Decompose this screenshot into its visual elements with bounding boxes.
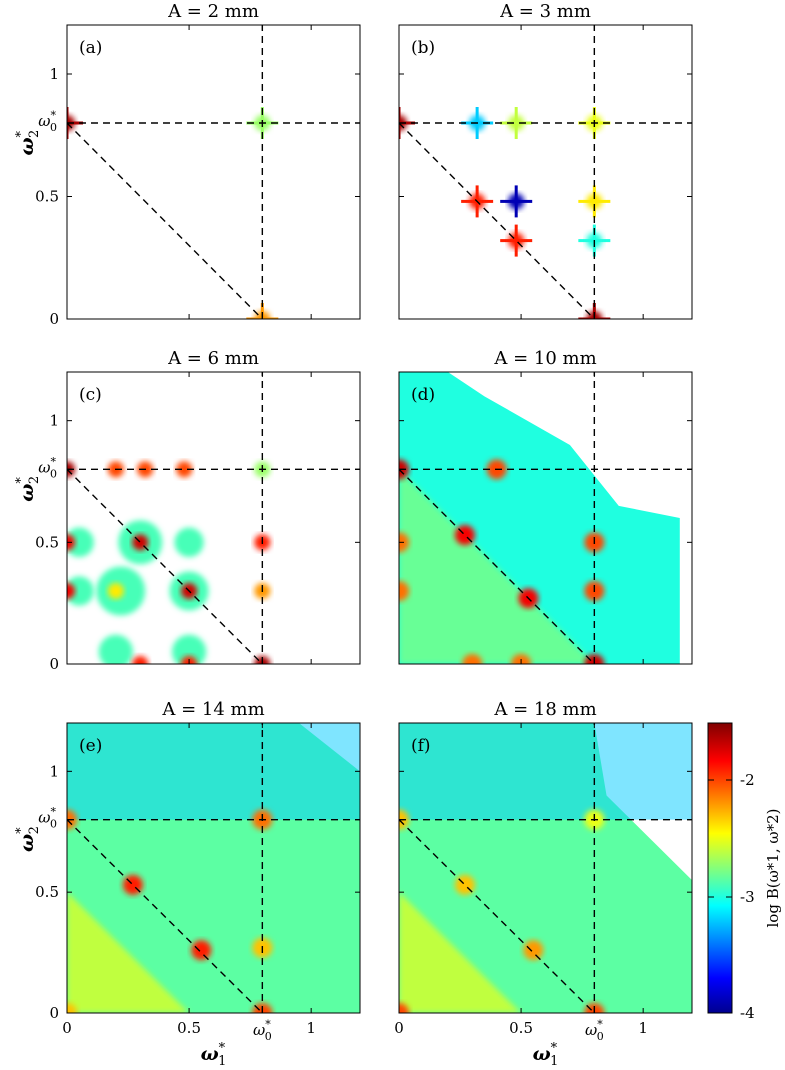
colorbar-gradient: [707, 722, 733, 1014]
x-tick-label: 1: [306, 1019, 316, 1037]
peak-mark: [399, 1003, 409, 1013]
x-tick-label: 0: [62, 1019, 72, 1037]
panel-title: A = 14 mm: [161, 699, 264, 720]
y-tick-label: 0.5: [35, 533, 59, 551]
field-region: [67, 576, 94, 606]
y-axis-label: ω*2: [14, 130, 42, 156]
x-tick-label: 1: [638, 1019, 648, 1037]
peak-mark: [176, 461, 193, 478]
field-region: [399, 892, 522, 1013]
field-region: [67, 892, 190, 1013]
panel-title: A = 10 mm: [493, 348, 596, 369]
axes-frame: [398, 371, 693, 665]
diagonal-line: [398, 468, 595, 665]
y-tick-label-omega0: ω* 0: [38, 806, 57, 831]
heatmap-panel: (b) A = 3 mm: [398, 1, 693, 320]
panel-title: A = 6 mm: [167, 348, 259, 369]
diagonal-line: [66, 122, 263, 320]
peak-mark: [508, 193, 525, 210]
y-axis-label: ω*2: [14, 826, 42, 852]
y-tick-label: 0.5: [35, 188, 59, 206]
heatmap-panel: 0 0.5 1 ω* 0ω*2 (c) A = 6 mm: [14, 348, 361, 673]
y-tick-label: 0: [49, 1004, 59, 1022]
peak-mark: [523, 940, 544, 961]
field-region: [67, 527, 94, 557]
panel-label: (d): [411, 385, 435, 405]
y-tick-label-omega0: ω* 0: [38, 455, 57, 480]
axes-frame: [66, 722, 361, 1014]
y-axis-label: ω*2: [14, 476, 42, 502]
panel-title: A = 2 mm: [167, 1, 259, 22]
heatmap-panel: 0 0.5 1 ω* 0ω*2 (a) A = 2 mm: [14, 1, 361, 328]
peak-mark: [508, 115, 525, 131]
panel-label: (c): [79, 385, 102, 405]
colorbar-tick: -4: [740, 1004, 755, 1022]
panel-title: A = 18 mm: [493, 699, 596, 720]
y-tick-label: 0: [49, 310, 59, 328]
colorbar-label: log B(ω*1, ω*2): [764, 808, 782, 927]
diagonal-line: [398, 819, 595, 1014]
diagonal-line: [66, 468, 263, 665]
peak-mark: [107, 583, 124, 599]
colorbar-tick: -3: [740, 888, 755, 906]
heatmap-panel: (d) A = 10 mm: [398, 348, 693, 665]
y-tick-label: 0: [49, 655, 59, 673]
heatmap-panel: 00.51ω* 0ω*20 0.5 1ω* 0ω* 1(e)A = 14 mm: [14, 699, 361, 1069]
axes-frame: [66, 371, 361, 665]
peak-mark: [67, 583, 75, 599]
field-region: [171, 634, 207, 664]
y-tick-label: 0.5: [35, 883, 59, 901]
panel-title: A = 3 mm: [499, 1, 591, 22]
x-tick-label: 0.5: [177, 1019, 201, 1037]
field-region: [174, 527, 204, 557]
panel-label: (e): [79, 736, 102, 756]
field-region: [399, 723, 692, 820]
diagonal-line: [66, 819, 263, 1014]
x-axis-label: ω* 1: [533, 1041, 559, 1069]
panel-label: (a): [79, 38, 102, 58]
panel-label: (f): [411, 736, 431, 756]
y-tick-label-omega0: ω* 0: [38, 109, 57, 134]
heatmap-panel: 0 0.5 1 ω* 0 ω* 1 (f) A = 18 mm: [394, 699, 693, 1069]
peak-mark: [462, 654, 483, 664]
axes-frame: [398, 722, 693, 1014]
y-tick-label: 1: [49, 762, 59, 780]
peak-mark: [586, 193, 603, 210]
field-region: [67, 723, 360, 820]
colorbar-tick: -2: [740, 771, 755, 789]
panel-label: (b): [411, 38, 435, 58]
x-tick-label-omega0: ω* 0: [253, 1018, 272, 1043]
colorbar: -2 -3 -4 log B(ω*1, ω*2): [707, 722, 782, 1022]
diagonal-line: [398, 122, 595, 320]
y-tick-label: 1: [49, 412, 59, 430]
x-tick-label: 0: [394, 1019, 404, 1037]
axes-frame: [398, 24, 693, 320]
x-tick-label: 0.5: [509, 1019, 533, 1037]
axes-frame: [66, 24, 361, 320]
y-tick-label: 1: [49, 65, 59, 83]
x-tick-label-omega0: ω* 0: [585, 1018, 604, 1043]
x-axis-label: ω* 1: [201, 1041, 227, 1069]
field-region: [98, 634, 133, 664]
peak-mark: [399, 581, 409, 601]
peak-mark: [67, 1003, 77, 1013]
peak-mark: [132, 656, 149, 664]
peak-mark: [191, 940, 212, 961]
